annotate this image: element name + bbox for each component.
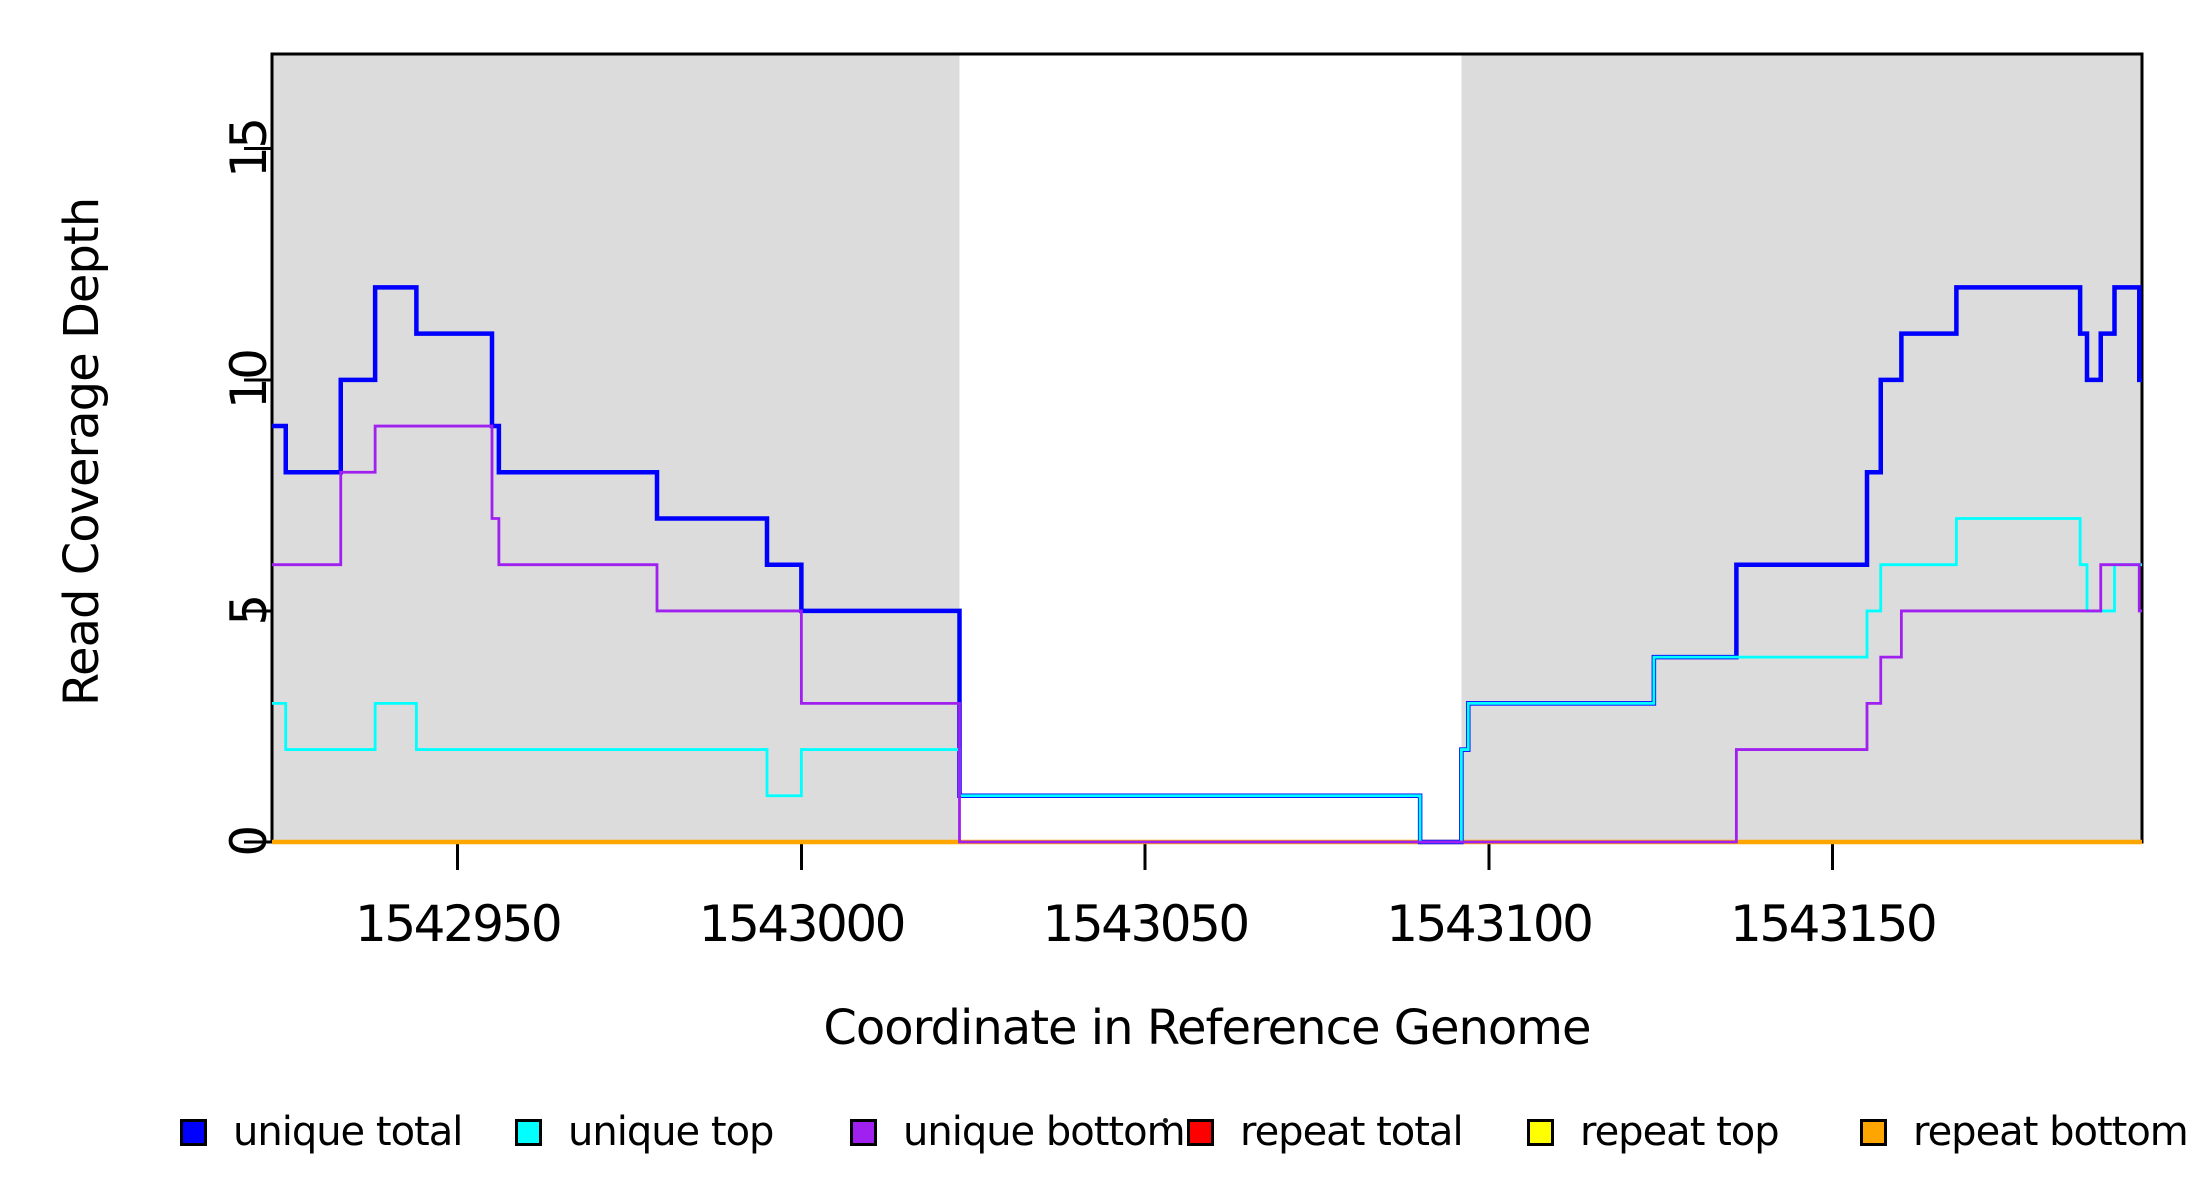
legend-label: unique total: [233, 1109, 463, 1155]
legend-item-repeat-total: repeat total: [1187, 1109, 1464, 1155]
legend-item-repeat-bottom: repeat bottom: [1860, 1109, 2189, 1155]
legend-swatch-repeat-top: [1527, 1118, 1554, 1146]
y-tick-label: 15: [220, 119, 278, 178]
legend-item-unique-total: unique total: [180, 1109, 463, 1155]
shaded-region-2: [1461, 54, 2142, 842]
y-tick-label: 10: [220, 351, 278, 410]
series-unique-bottom: [272, 424, 2142, 844]
y-axis-title: Read Coverage Depth: [54, 197, 110, 707]
legend-item-repeat-top: repeat top: [1527, 1109, 1780, 1155]
legend-label: unique bottom: [903, 1109, 1186, 1155]
x-tick-label: 1542950: [355, 895, 560, 953]
legend-swatch-unique-top: [515, 1118, 542, 1146]
legend-label: unique top: [568, 1109, 774, 1155]
legend-label: repeat total: [1240, 1109, 1464, 1155]
y-tick-label: 5: [220, 596, 278, 625]
x-tick-label: 1543000: [699, 895, 904, 953]
legend-label: repeat top: [1580, 1109, 1780, 1155]
legend-swatch-repeat-total: [1187, 1118, 1214, 1146]
stray-dot-artifact: [1163, 1118, 1168, 1123]
series-unique-top: [272, 517, 2142, 844]
x-tick-label: 1543100: [1386, 895, 1591, 953]
legend-swatch-unique-total: [180, 1118, 207, 1146]
legend-item-unique-top: unique top: [515, 1109, 774, 1155]
legend-swatch-repeat-bottom: [1860, 1118, 1887, 1146]
legend-item-unique-bottom: unique bottom: [850, 1109, 1186, 1155]
x-tick-label: 1543050: [1043, 895, 1248, 953]
legend-label: repeat bottom: [1913, 1109, 2189, 1155]
x-tick-label: 1543150: [1730, 895, 1935, 953]
legend-swatch-unique-bottom: [850, 1118, 877, 1146]
y-tick-label: 0: [220, 827, 278, 856]
shaded-region-1: [272, 54, 960, 842]
x-axis-title: Coordinate in Reference Genome: [823, 1000, 1591, 1056]
